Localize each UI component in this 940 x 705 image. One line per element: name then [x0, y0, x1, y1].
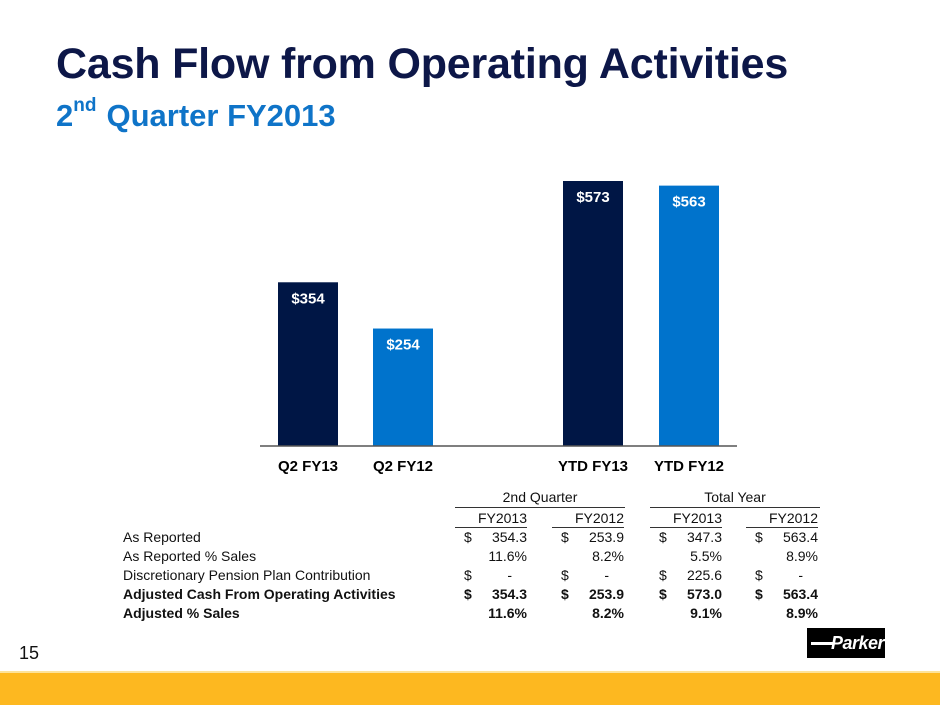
slide-subtitle: 2nd Quarter FY2013: [56, 95, 336, 134]
cell-value: 11.6%: [488, 548, 527, 564]
page-number: 15: [19, 643, 40, 663]
cell-currency: $: [659, 586, 667, 602]
group-underline: [455, 507, 625, 508]
cell-currency: $: [464, 529, 472, 545]
row-label: As Reported: [123, 529, 201, 545]
column-header: FY2013: [477, 510, 527, 526]
column-header: FY2013: [672, 510, 722, 526]
bar-q2-fy12: [373, 328, 433, 446]
row-label: Adjusted Cash From Operating Activities: [123, 586, 396, 602]
cell-value: -: [507, 567, 512, 583]
cell-currency: $: [561, 567, 569, 583]
group-underline: [650, 507, 820, 508]
column-underline: [746, 527, 818, 528]
cell-value: 225.6: [686, 567, 722, 583]
cell-value: 11.6%: [488, 605, 527, 621]
cell-currency: $: [464, 586, 472, 602]
subtitle-superscript: nd: [73, 95, 97, 116]
cell-value: 563.4: [782, 529, 818, 545]
category-labels: Q2 FY13 Q2 FY12 YTD FY13 YTD FY12: [278, 458, 724, 475]
footer-separator: [0, 671, 940, 673]
cell-currency: $: [755, 529, 763, 545]
cell-currency: $: [755, 567, 763, 583]
logo-text: Parker: [831, 633, 885, 653]
cell-value: 8.2%: [592, 548, 624, 564]
bar-q2-fy13: [278, 282, 338, 446]
bar-value-label: $563: [672, 194, 705, 211]
subtitle-number: 2: [56, 98, 74, 133]
cell-value: 354.3: [491, 586, 527, 602]
cell-currency: $: [659, 567, 667, 583]
cell-value: -: [604, 567, 609, 583]
cell-value: 347.3: [686, 529, 722, 545]
row-label: As Reported % Sales: [123, 548, 257, 564]
group-header: 2nd Quarter: [502, 489, 578, 505]
row-label: Discretionary Pension Plan Contribution: [123, 567, 371, 583]
bar-value-label: $573: [576, 189, 609, 206]
cell-value: 5.5%: [690, 548, 722, 564]
column-underline: [650, 527, 722, 528]
cell-currency: $: [561, 529, 569, 545]
category-tick-label: Q2 FY12: [373, 458, 433, 475]
subtitle-text: Quarter FY2013: [106, 98, 336, 133]
row-label: Adjusted % Sales: [123, 605, 240, 621]
bar-value-label: $254: [386, 337, 420, 354]
cell-value: 8.9%: [786, 548, 818, 564]
cell-currency: $: [561, 586, 569, 602]
category-tick-label: YTD FY12: [654, 458, 724, 475]
category-tick-label: Q2 FY13: [278, 458, 338, 475]
column-header: FY2012: [574, 510, 624, 526]
cash-flow-bar-chart: $354 $254 $573 $563 Q2 FY13 Q2 FY12 YTD FY13 Y…: [260, 181, 737, 475]
column-underline: [455, 527, 527, 528]
bar-ytd-fy13: [563, 181, 623, 446]
cell-value: 253.9: [588, 586, 624, 602]
cell-value: 9.1%: [690, 605, 722, 621]
cell-value: 354.3: [491, 529, 527, 545]
logo-line-icon: [811, 642, 833, 645]
parker-logo: Parker: [807, 628, 885, 658]
footer-bar: [0, 673, 940, 705]
bar-value-label: $354: [291, 290, 325, 307]
group-header: Total Year: [704, 489, 766, 505]
slide-title: Cash Flow from Operating Activities: [56, 40, 789, 88]
category-tick-label: YTD FY13: [558, 458, 628, 475]
bars-group: $354 $254 $573 $563: [278, 181, 719, 446]
cash-flow-table: 2nd Quarter Total Year FY2013 FY2012 FY2013 F…: [123, 489, 820, 621]
bar-ytd-fy12: [659, 185, 719, 446]
cell-value: 573.0: [686, 586, 722, 602]
column-header: FY2012: [768, 510, 818, 526]
cell-currency: $: [755, 586, 763, 602]
column-underline: [552, 527, 624, 528]
cell-currency: $: [659, 529, 667, 545]
cell-value: -: [798, 567, 803, 583]
cell-currency: $: [464, 567, 472, 583]
cell-value: 253.9: [588, 529, 624, 545]
cell-value: 8.2%: [592, 605, 624, 621]
cell-value: 8.9%: [786, 605, 818, 621]
cell-value: 563.4: [782, 586, 818, 602]
